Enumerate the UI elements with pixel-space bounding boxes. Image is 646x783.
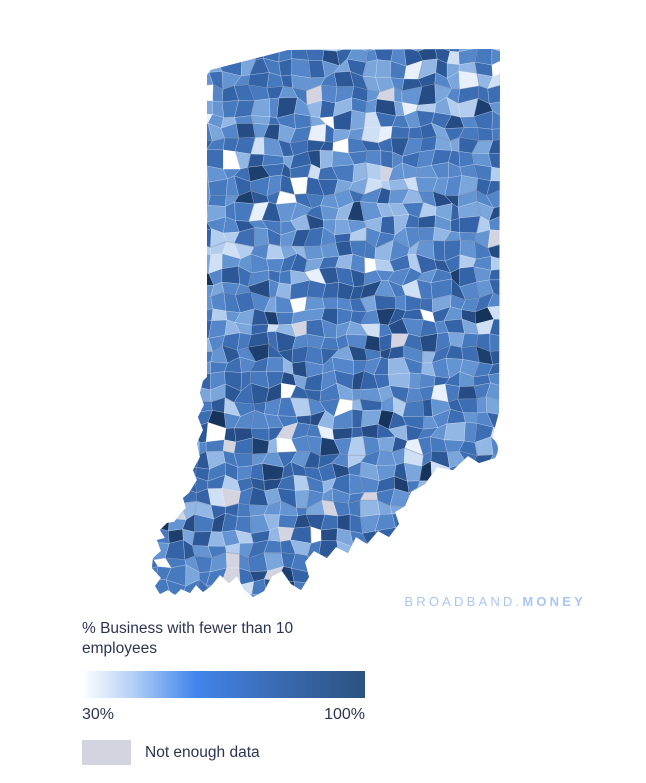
no-data-legend-row: Not enough data xyxy=(82,740,365,765)
legend: % Business with fewer than 10 employees … xyxy=(82,619,365,765)
brand-separator: . xyxy=(515,594,523,609)
scale-max-label: 100% xyxy=(324,706,365,723)
scale-min-label: 30% xyxy=(82,706,115,723)
census-tract-cells[interactable] xyxy=(136,32,522,620)
no-data-swatch xyxy=(82,740,131,765)
indiana-choropleth-map[interactable] xyxy=(0,0,646,620)
brand-watermark: BROADBAND.MONEY xyxy=(404,594,586,609)
scale-labels: 30% 100% xyxy=(82,706,365,724)
no-data-label: Not enough data xyxy=(145,743,260,761)
brand-suffix: MONEY xyxy=(522,594,586,609)
legend-title: % Business with fewer than 10 employees xyxy=(82,620,294,657)
brand-prefix: BROADBAND xyxy=(404,594,516,609)
color-scale-gradient xyxy=(82,671,365,698)
